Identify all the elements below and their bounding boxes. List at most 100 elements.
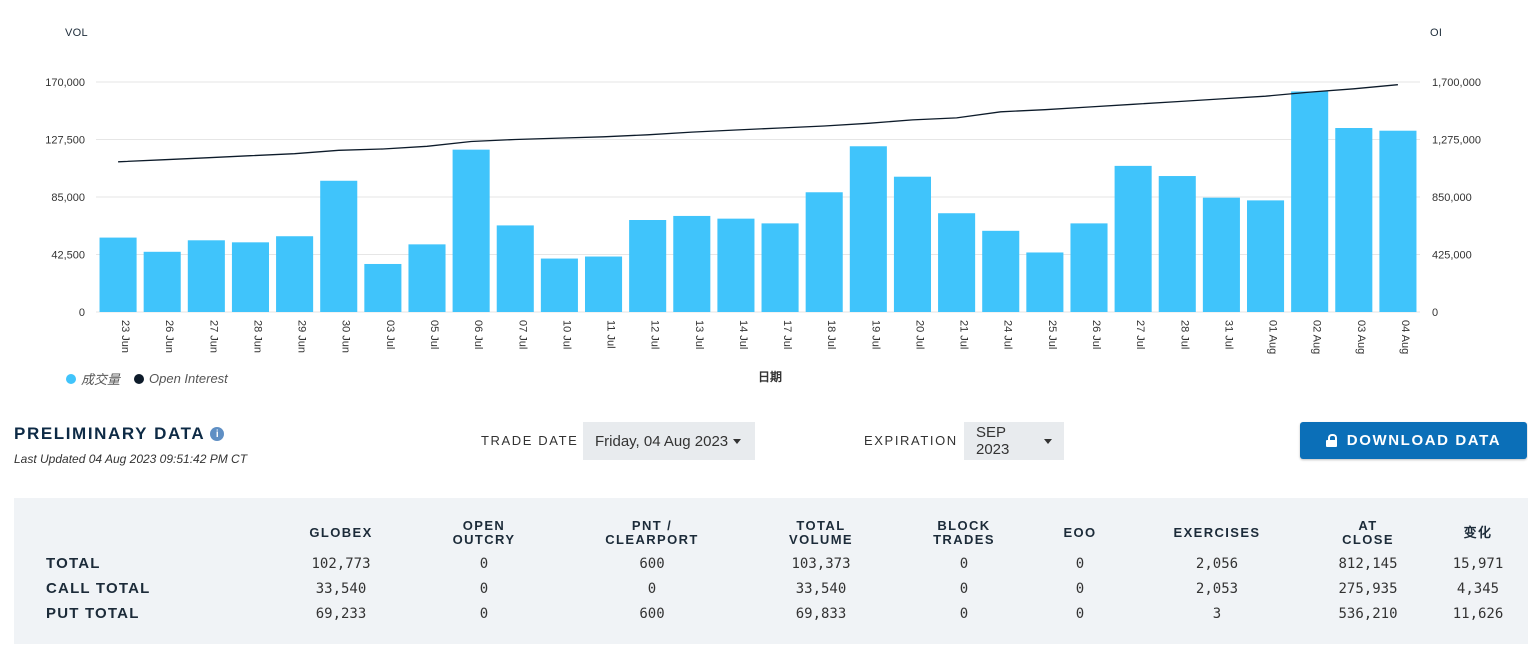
header-open-outcry: OPEN OUTCRY [452, 518, 516, 547]
y2-tick-label: 1,700,000 [1432, 77, 1481, 89]
table-cell: 0 [647, 581, 657, 597]
table-cell: 0 [959, 556, 969, 572]
legend-item-open-interest[interactable]: Open Interest [134, 371, 228, 386]
volume-bar [1026, 252, 1064, 312]
volume-bar [849, 146, 887, 312]
y2-tick-label: 0 [1432, 307, 1438, 319]
volume-bar [982, 230, 1020, 312]
expiration-label: EXPIRATION [864, 433, 958, 448]
volume-bar [231, 242, 270, 312]
table-cell: 69,833 [795, 606, 847, 622]
table-cell: 0 [479, 606, 489, 622]
table-cell: 536,210 [1338, 606, 1398, 622]
volume-bar [99, 237, 137, 312]
volume-bar [496, 225, 534, 312]
open-interest-line [118, 84, 1398, 163]
table-cell: 0 [479, 581, 489, 597]
volume-bar [408, 244, 446, 312]
volume-bar [1114, 165, 1152, 312]
header-total-volume: TOTAL VOLUME [788, 518, 854, 547]
volume-bar [717, 218, 755, 312]
x-tick-label: 03 Jul [384, 320, 396, 349]
volume-bar [187, 240, 225, 312]
left-axis-title: VOL [65, 27, 88, 39]
x-tick-label: 05 Jul [428, 320, 440, 349]
preliminary-data-heading: PRELIMINARY DATA i [14, 424, 225, 444]
expiration-value: SEP 2023 [976, 424, 1010, 458]
x-tick-label: 26 Jun [163, 320, 175, 353]
header-at-close: AT CLOSE [1342, 518, 1394, 547]
table-cell: 2,053 [1195, 581, 1239, 597]
table-cell: 0 [1075, 606, 1085, 622]
x-tick-label: 30 Jun [340, 320, 352, 353]
table-cell: 103,373 [791, 556, 851, 572]
table-cell: 69,233 [315, 606, 367, 622]
x-tick-label: 24 Jul [1002, 320, 1014, 349]
header-pnt-clearport: PNT / CLEARPORT [605, 518, 699, 547]
page-title: PRELIMINARY DATA [14, 424, 206, 443]
volume-bar [364, 263, 402, 312]
x-tick-label: 31 Jul [1222, 320, 1234, 349]
volume-bar [1070, 223, 1108, 312]
y-tick-label: 127,500 [45, 135, 85, 147]
y-tick-label: 42,500 [51, 250, 85, 262]
x-tick-label: 19 Jul [869, 320, 881, 349]
row-label-put-total: PUT TOTAL [46, 605, 140, 622]
x-tick-label: 26 Jul [1090, 320, 1102, 349]
table-cell: 3 [1212, 606, 1222, 622]
table-cell: 15,971 [1452, 556, 1504, 572]
legend-item-volume[interactable]: 成交量 [66, 369, 120, 388]
download-data-button[interactable]: DOWNLOAD DATA [1300, 422, 1527, 459]
info-icon[interactable]: i [210, 427, 225, 441]
y-tick-label: 85,000 [51, 192, 85, 204]
table-cell: 0 [1075, 581, 1085, 597]
chevron-down-icon [1044, 438, 1052, 444]
expiration-select[interactable]: SEP 2023 [964, 422, 1064, 460]
volume-bar [452, 149, 490, 312]
volume-bar [1158, 176, 1196, 312]
x-tick-label: 04 Aug [1399, 320, 1411, 354]
volume-bar [1379, 130, 1417, 312]
x-tick-label: 10 Jul [560, 320, 572, 349]
row-label-total: TOTAL [46, 555, 101, 572]
volume-bar [893, 176, 932, 312]
x-tick-label: 28 Jul [1178, 320, 1190, 349]
volume-bar [629, 220, 667, 312]
x-tick-label: 11 Jul [605, 320, 617, 349]
x-tick-label: 07 Jul [516, 320, 528, 349]
preliminary-data-table: GLOBEX OPEN OUTCRY PNT / CLEARPORT TOTAL VO… [14, 498, 1528, 644]
x-tick-label: 17 Jul [781, 320, 793, 349]
table-cell: 102,773 [311, 556, 371, 572]
volume-bar [584, 256, 623, 312]
x-tick-label: 14 Jul [737, 320, 749, 349]
volume-bar [1202, 197, 1240, 312]
x-tick-label: 20 Jul [913, 320, 925, 349]
x-tick-label: 18 Jul [825, 320, 837, 349]
volume-bar [938, 213, 976, 312]
header-change: 变化 [1463, 525, 1493, 540]
x-tick-label: 03 Aug [1355, 320, 1367, 354]
table-cell: 33,540 [315, 581, 367, 597]
y2-tick-label: 425,000 [1432, 250, 1472, 262]
table-cell: 33,540 [795, 581, 847, 597]
x-tick-label: 21 Jul [958, 320, 970, 349]
volume-bar [805, 192, 843, 312]
table-cell: 275,935 [1338, 581, 1398, 597]
x-tick-label: 25 Jul [1046, 320, 1058, 349]
lock-icon [1325, 434, 1337, 447]
legend-label-open-interest: Open Interest [149, 371, 228, 386]
volume-bar [1291, 91, 1329, 313]
x-tick-label: 02 Aug [1311, 320, 1323, 354]
last-updated-text: Last Updated 04 Aug 2023 09:51:42 PM CT [14, 452, 248, 466]
trade-date-select[interactable]: Friday, 04 Aug 2023 [583, 422, 755, 460]
volume-bar [673, 215, 711, 312]
x-tick-label: 01 Aug [1267, 320, 1279, 354]
x-tick-label: 27 Jun [207, 320, 219, 353]
header-exercises: EXERCISES [1173, 525, 1261, 540]
trade-date-label: TRADE DATE [481, 433, 579, 448]
table-cell: 11,626 [1452, 606, 1504, 622]
volume-bar [143, 251, 181, 312]
table-cell: 0 [959, 581, 969, 597]
header-eoo: EOO [1063, 525, 1097, 540]
